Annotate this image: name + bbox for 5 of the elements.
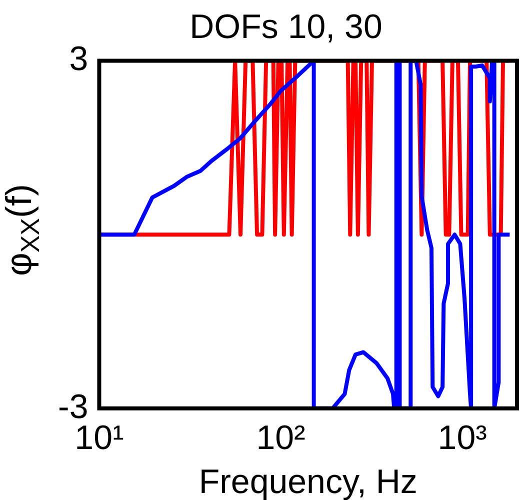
x-tick-label: 10² bbox=[256, 419, 306, 458]
x-tick-label: 10³ bbox=[438, 419, 487, 458]
y-tick-label: 3 bbox=[69, 40, 88, 78]
chart-title: DOFs 10, 30 bbox=[190, 8, 382, 46]
x-axis-title: Frequency, Hz bbox=[198, 462, 418, 501]
